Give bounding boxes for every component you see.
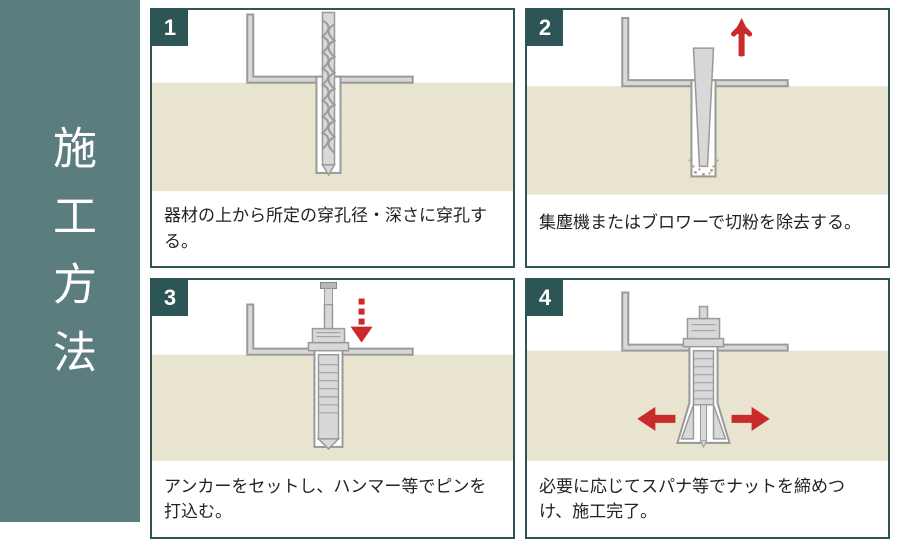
arrow-down-icon <box>351 299 373 343</box>
step-badge: 2 <box>527 10 563 46</box>
illustration-4 <box>527 280 888 463</box>
title-bar: 施工方法 <box>0 0 140 522</box>
panel-1: 1 器材の上から所定の穿孔径・深さに穿孔する。 <box>150 8 515 268</box>
steps-grid: 1 器材の上から所定の穿孔径・深さに穿孔する。 2 <box>140 0 900 522</box>
illustration-1 <box>152 10 513 193</box>
panel-2: 2 <box>525 8 890 268</box>
illustration-2 <box>527 10 888 200</box>
caption-1: 器材の上から所定の穿孔径・深さに穿孔する。 <box>152 193 513 266</box>
caption-4: 必要に応じてスパナ等でナットを締めつけ、施工完了。 <box>527 464 888 537</box>
illustration-3 <box>152 280 513 463</box>
title-text: 施工方法 <box>38 125 102 397</box>
step-badge: 4 <box>527 280 563 316</box>
panel-4: 4 <box>525 278 890 538</box>
caption-3: アンカーをセットし、ハンマー等でピンを打込む。 <box>152 464 513 537</box>
panel-3: 3 <box>150 278 515 538</box>
caption-2: 集塵機またはブロワーで切粉を除去する。 <box>527 200 888 266</box>
step-badge: 3 <box>152 280 188 316</box>
step-badge: 1 <box>152 10 188 46</box>
